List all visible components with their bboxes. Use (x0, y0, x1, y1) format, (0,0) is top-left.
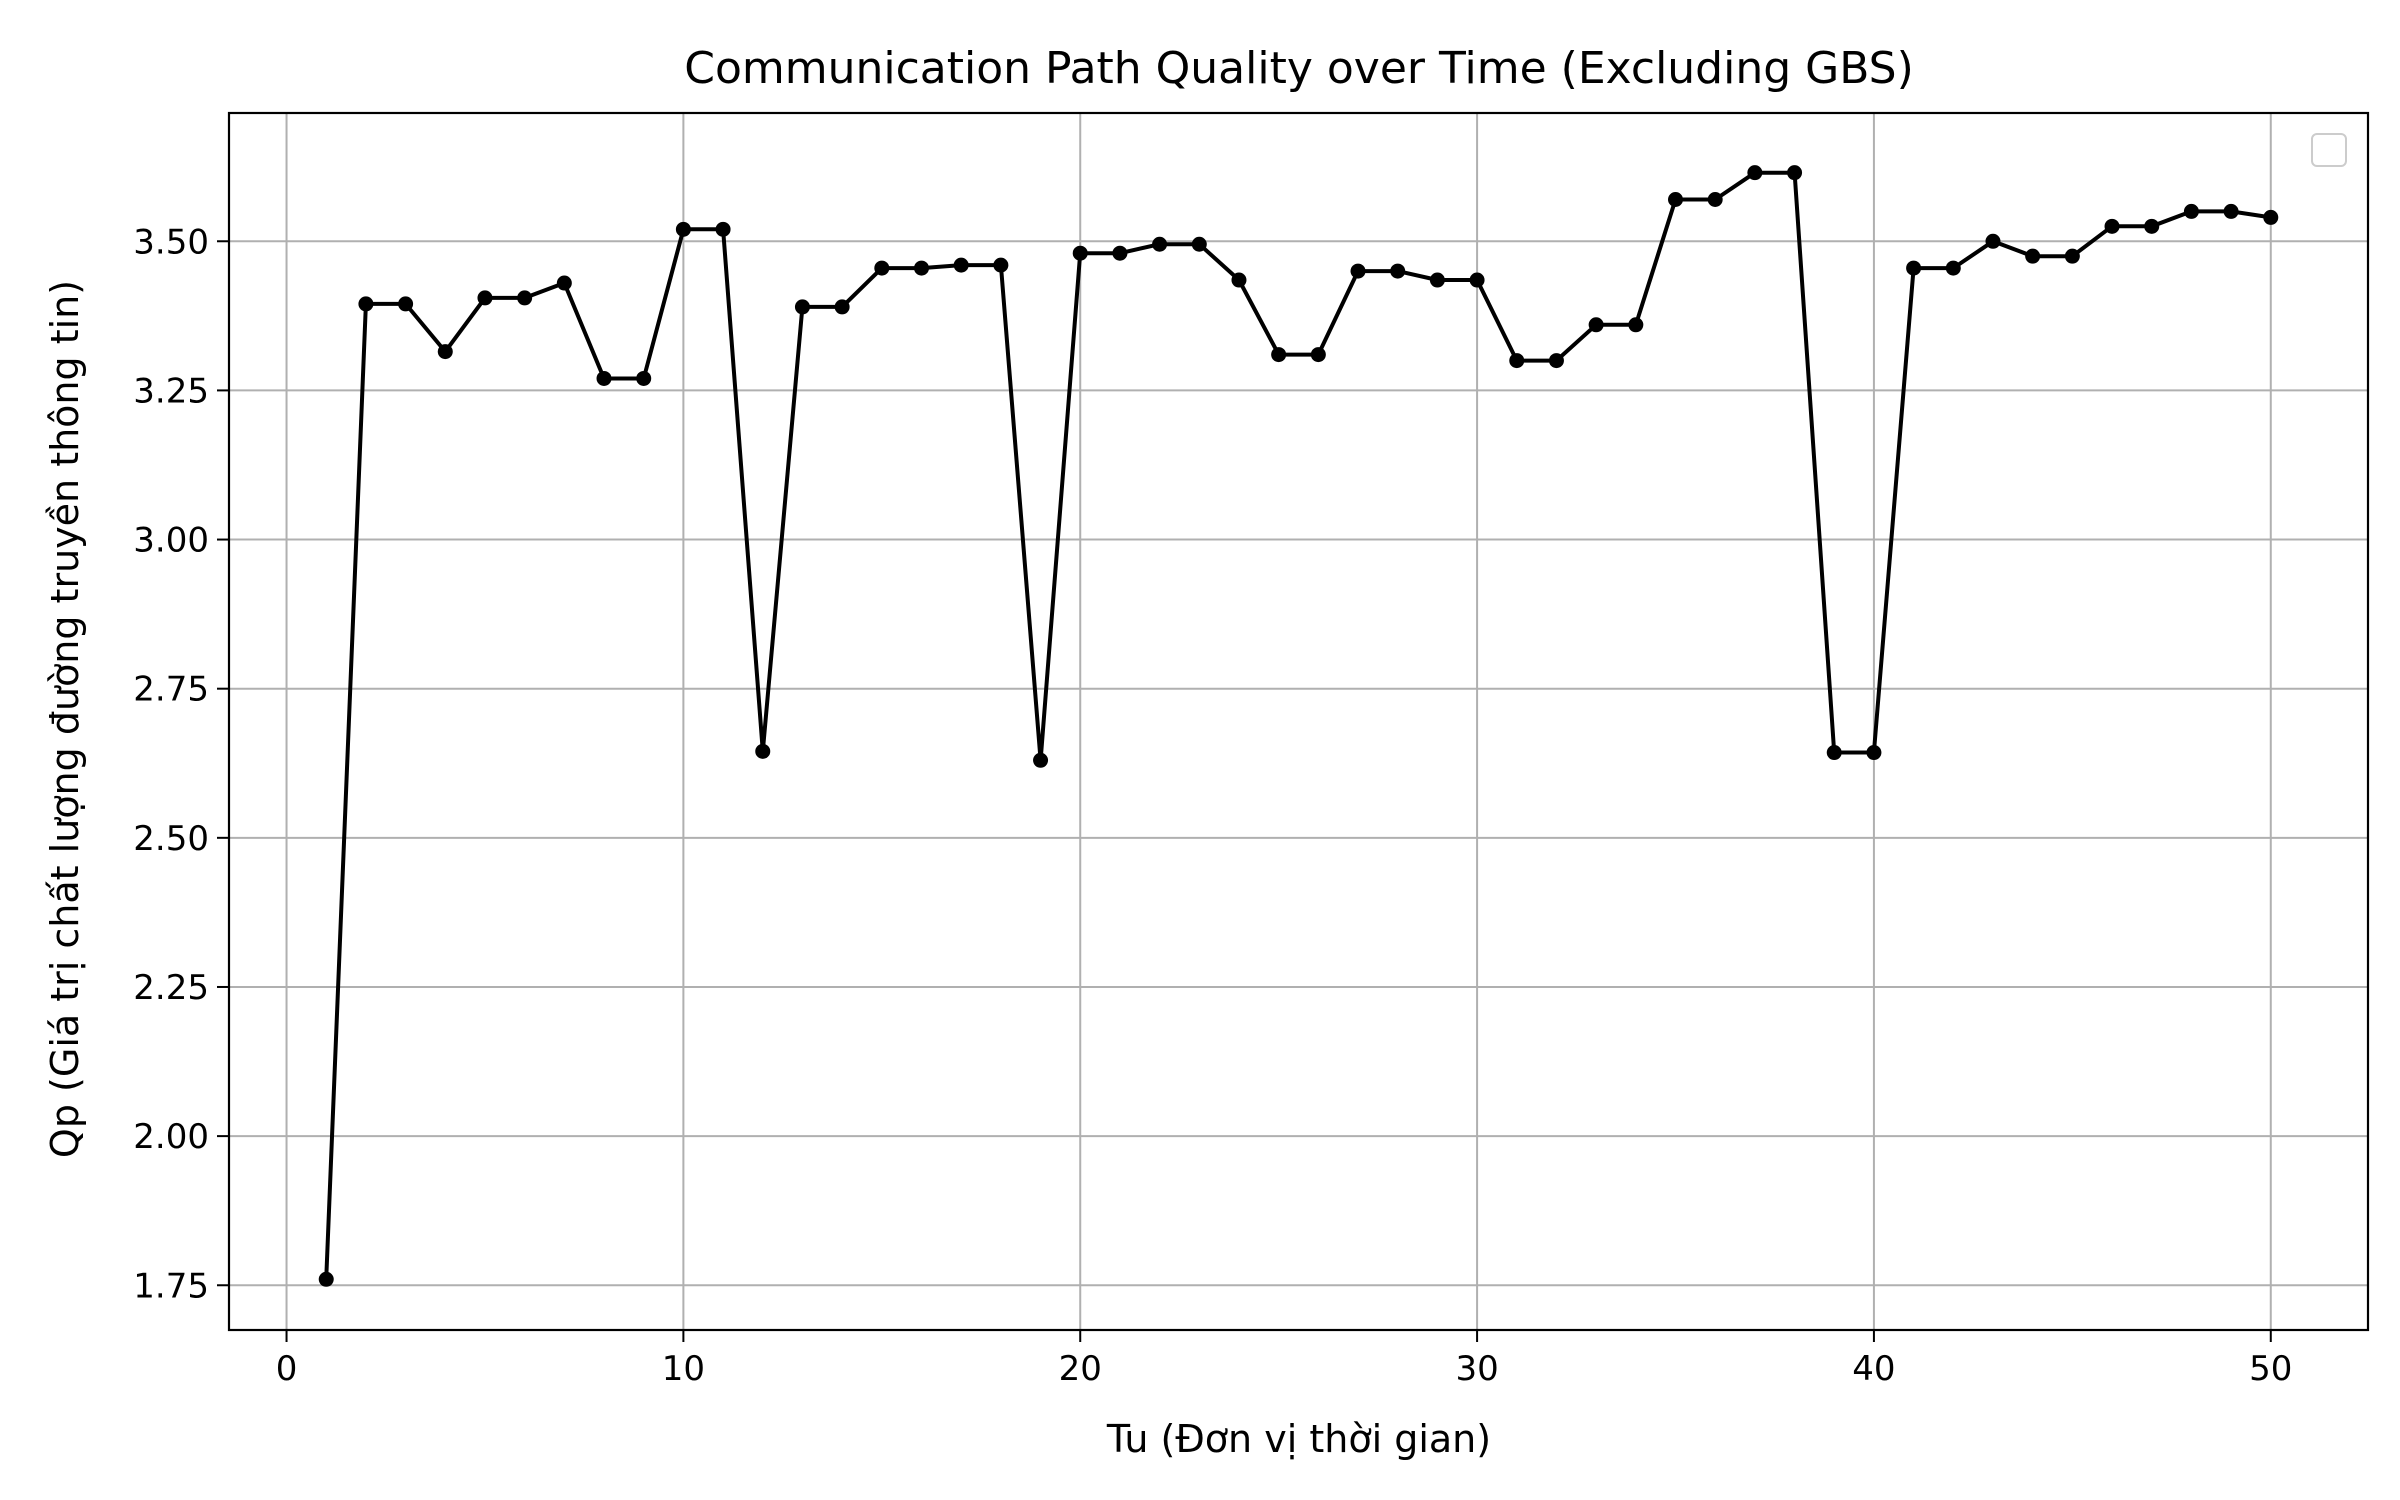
data-point (636, 370, 652, 386)
data-point (1747, 165, 1763, 181)
data-point (2144, 218, 2160, 234)
x-axis-label: Tu (Đơn vị thời gian) (1106, 1417, 1491, 1461)
data-point (437, 344, 453, 360)
data-point (1588, 317, 1604, 333)
data-point (2104, 218, 2120, 234)
data-point (1985, 233, 2001, 249)
y-tick-label: 2.00 (133, 1117, 209, 1157)
x-tick-label: 30 (1455, 1349, 1498, 1389)
x-tick-label: 0 (276, 1349, 298, 1389)
data-point (1866, 745, 1882, 761)
y-tick-label: 3.00 (133, 521, 209, 561)
data-point (1787, 165, 1803, 181)
y-tick-label: 2.25 (133, 968, 209, 1008)
data-point (755, 743, 771, 759)
data-point (1112, 245, 1128, 261)
data-point (318, 1271, 334, 1287)
x-tick-label: 40 (1852, 1349, 1895, 1389)
data-point (556, 275, 572, 291)
y-axis-label: Qp (Giá trị chất lượng đường truyền thôn… (43, 280, 87, 1158)
data-point (1628, 317, 1644, 333)
y-tick-label: 1.75 (133, 1266, 209, 1306)
data-point (1548, 353, 1564, 369)
data-point (715, 221, 731, 237)
data-point (2263, 209, 2279, 225)
data-point (1033, 752, 1049, 768)
data-point (874, 260, 890, 276)
data-point (1429, 272, 1445, 288)
data-point (1231, 272, 1247, 288)
x-axis-ticks: 0 10 20 30 40 50 (276, 1330, 2292, 1389)
data-point (834, 299, 850, 315)
series-layer (318, 165, 2279, 1287)
data-point (596, 370, 612, 386)
data-point (1906, 260, 1922, 276)
data-point (1469, 272, 1485, 288)
data-point (358, 296, 374, 312)
data-point (993, 257, 1009, 273)
data-point (1072, 245, 1088, 261)
data-point (913, 260, 929, 276)
data-point (1945, 260, 1961, 276)
data-point (2025, 248, 2041, 264)
plot-area-frame (227, 111, 2370, 1332)
y-axis-ticks: 1.75 2.00 2.25 2.50 2.75 3.00 3.25 3.50 (133, 222, 229, 1306)
data-point (794, 299, 810, 315)
data-point (1668, 192, 1684, 208)
x-tick-label: 20 (1059, 1349, 1102, 1389)
data-point (2183, 203, 2199, 219)
data-point (517, 290, 533, 306)
grid-lines (229, 113, 2368, 1330)
data-point (1191, 236, 1207, 252)
data-point (1152, 236, 1168, 252)
y-tick-label: 3.25 (133, 371, 209, 411)
data-point (1350, 263, 1366, 279)
data-point (2223, 203, 2239, 219)
x-tick-label: 50 (2249, 1349, 2292, 1389)
chart-title: Communication Path Quality over Time (Ex… (684, 43, 1914, 94)
data-point (1826, 745, 1842, 761)
legend-box (2311, 133, 2347, 167)
data-point (477, 290, 493, 306)
y-tick-label: 2.50 (133, 819, 209, 859)
x-tick-label: 10 (662, 1349, 705, 1389)
data-point (1707, 192, 1723, 208)
y-tick-label: 2.75 (133, 670, 209, 710)
data-point (1509, 353, 1525, 369)
data-point (398, 296, 414, 312)
data-point (1271, 347, 1287, 363)
data-point (1390, 263, 1406, 279)
data-point (2064, 248, 2080, 264)
y-tick-label: 3.50 (133, 222, 209, 262)
data-point (675, 221, 691, 237)
data-point (953, 257, 969, 273)
data-point (1310, 347, 1326, 363)
